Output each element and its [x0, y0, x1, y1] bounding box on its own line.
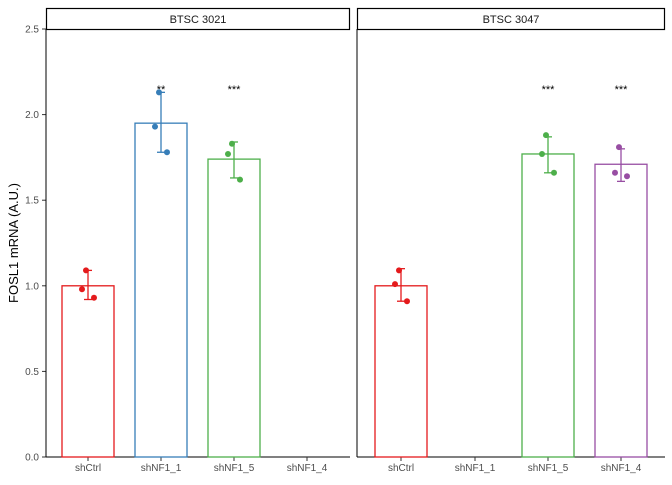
data-point	[83, 267, 89, 274]
x-tick-label: shNF1_1	[141, 463, 182, 474]
y-axis-title: FOSL1 mRNA (A.U.)	[6, 183, 21, 303]
data-point	[225, 150, 231, 157]
x-tick-label: shNF1_5	[528, 463, 569, 474]
y-tick-label: 1.5	[25, 196, 39, 207]
x-tick-label: shNF1_5	[214, 463, 255, 474]
data-point	[543, 132, 549, 139]
y-tick-label: 1.0	[25, 281, 39, 292]
data-point	[229, 140, 235, 147]
significance-label: **	[157, 84, 166, 96]
x-tick-label: shNF1_4	[287, 463, 328, 474]
data-point	[624, 173, 630, 180]
significance-label: ***	[542, 84, 556, 96]
data-point	[551, 169, 557, 176]
bar-shCtrl	[374, 285, 428, 458]
data-point	[392, 281, 398, 288]
data-point	[152, 123, 158, 130]
bar-shCtrl	[61, 285, 115, 458]
data-point	[616, 144, 622, 151]
x-tick-label: shCtrl	[388, 463, 414, 474]
data-point	[539, 150, 545, 157]
facet-strip-label: BTSC 3047	[483, 14, 540, 26]
x-tick-label: shCtrl	[75, 463, 101, 474]
data-point	[237, 176, 243, 183]
significance-label: ***	[228, 84, 242, 96]
data-point	[156, 89, 162, 96]
y-tick-label: 2.0	[25, 110, 39, 121]
facet-strip	[356, 7, 666, 31]
bar-shNF1_5	[521, 153, 575, 458]
x-tick-label: shNF1_4	[601, 463, 642, 474]
facet-strip	[45, 7, 351, 31]
x-tick-label: shNF1_1	[455, 463, 496, 474]
facet-strip-label: BTSC 3021	[170, 14, 227, 26]
data-point	[396, 267, 402, 274]
bar-shNF1_4	[594, 163, 648, 458]
y-tick-label: 2.5	[25, 25, 39, 36]
significance-label: ***	[615, 84, 629, 96]
bar-shNF1_1	[134, 122, 188, 458]
bar-shNF1_5	[207, 158, 261, 458]
data-point	[79, 286, 85, 293]
data-point	[164, 149, 170, 156]
data-point	[91, 294, 97, 301]
y-tick-label: 0.0	[25, 453, 39, 464]
y-tick-label: 0.5	[25, 367, 39, 378]
data-point	[404, 298, 410, 305]
data-point	[612, 169, 618, 176]
